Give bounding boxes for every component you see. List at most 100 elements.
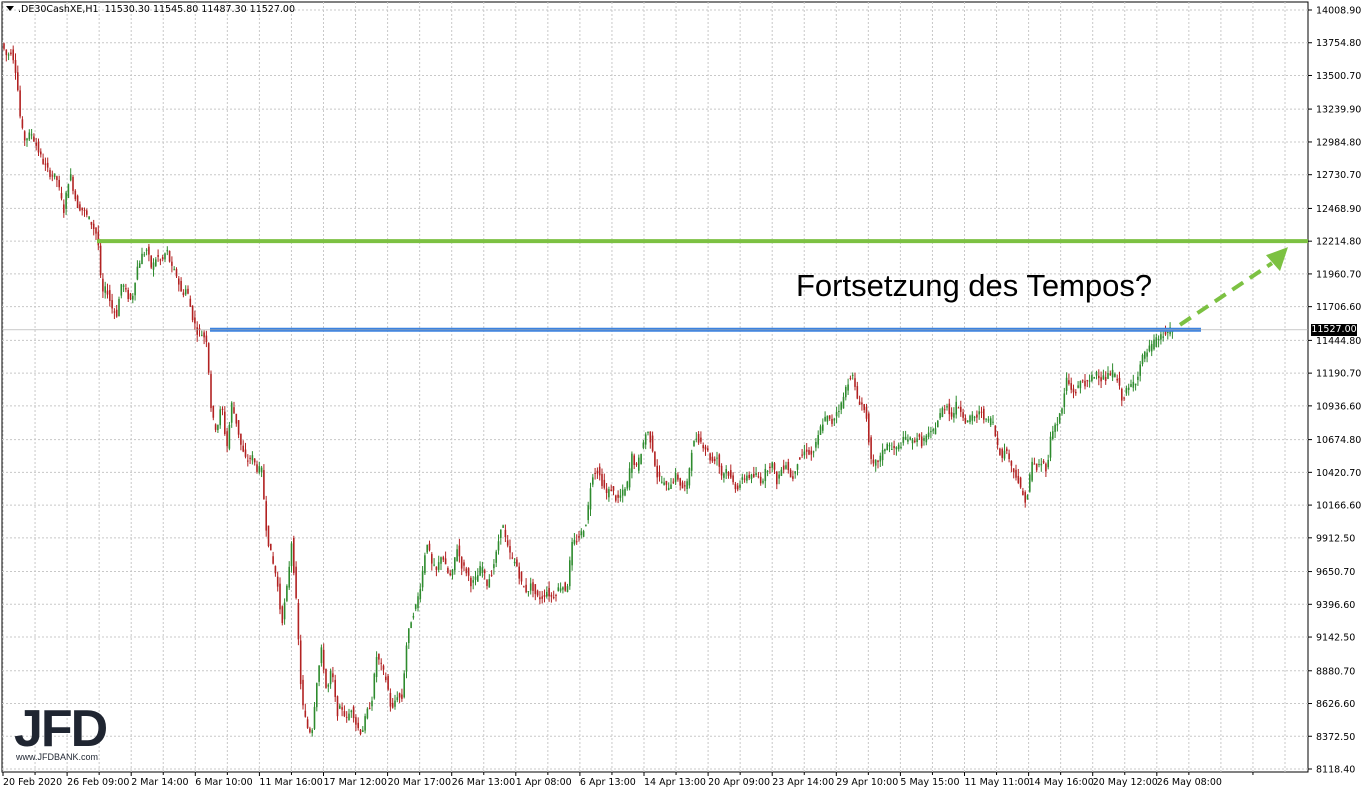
- candle-body: [106, 290, 109, 295]
- candle: [555, 593, 557, 602]
- candle: [1118, 371, 1121, 390]
- candle: [697, 431, 700, 445]
- candle: [1121, 387, 1123, 407]
- candle: [989, 416, 992, 428]
- candle: [628, 462, 631, 491]
- candle: [932, 427, 934, 434]
- candle-body: [63, 204, 65, 213]
- candle-body: [1008, 453, 1010, 460]
- candle-body: [819, 426, 822, 435]
- candle-body: [644, 434, 647, 445]
- candle-body: [1063, 393, 1066, 408]
- candle-body: [741, 477, 744, 480]
- candle-body: [789, 469, 792, 478]
- symbol-header[interactable]: .DE30CashXE,H1 11530.30 11545.80 11487.3…: [6, 4, 295, 15]
- candle: [196, 321, 198, 342]
- candle-body: [164, 253, 166, 260]
- candle: [557, 583, 560, 592]
- candle-body: [697, 434, 700, 443]
- candle: [267, 525, 270, 548]
- candle-body: [709, 453, 711, 461]
- candle-body: [578, 535, 580, 538]
- candle: [1134, 383, 1137, 391]
- candle-body: [359, 729, 362, 735]
- candle-body: [40, 151, 42, 155]
- candle-body: [1107, 373, 1109, 379]
- candle-body: [479, 566, 481, 576]
- candle: [435, 566, 438, 577]
- candle-body: [247, 460, 249, 462]
- candle-body: [205, 335, 208, 343]
- candle: [743, 474, 746, 483]
- candle-body: [184, 289, 187, 295]
- candle: [847, 378, 849, 395]
- candle-body: [136, 266, 139, 280]
- candle: [260, 465, 263, 478]
- candle-body: [178, 278, 180, 285]
- candle-body: [992, 421, 994, 423]
- candle-body: [355, 717, 357, 725]
- candle-body: [764, 468, 767, 482]
- candle: [1042, 459, 1045, 465]
- candle-body: [693, 440, 695, 447]
- candle: [644, 432, 647, 450]
- candle-body: [1033, 463, 1036, 465]
- candle: [297, 599, 300, 646]
- candle-body: [718, 454, 721, 467]
- candle-body: [587, 505, 589, 521]
- candle-body: [1006, 448, 1008, 452]
- candle: [437, 555, 440, 573]
- candle-body: [1068, 380, 1070, 384]
- candle-body: [1102, 375, 1105, 380]
- candle-body: [210, 374, 212, 409]
- candle: [150, 255, 152, 270]
- candle: [272, 551, 274, 565]
- candle-body: [322, 649, 325, 670]
- candle: [143, 251, 146, 257]
- y-tick-label: 12984.80: [1316, 137, 1361, 148]
- candle: [419, 583, 422, 603]
- candle-body: [113, 311, 116, 313]
- candle-body: [964, 417, 967, 423]
- candle-body: [759, 476, 762, 484]
- dropdown-triangle-icon[interactable]: [6, 6, 14, 11]
- candle-body: [661, 481, 663, 483]
- candle: [53, 173, 56, 180]
- candle: [863, 403, 865, 413]
- candle-body: [502, 525, 504, 528]
- candle: [854, 372, 856, 391]
- candle-body: [589, 488, 592, 510]
- candle-body: [173, 269, 175, 271]
- candle: [251, 451, 254, 465]
- candle-body: [833, 418, 836, 421]
- candle: [412, 612, 415, 620]
- candle-body: [442, 557, 445, 560]
- candle: [95, 226, 97, 240]
- y-tick-label: 10166.60: [1316, 501, 1361, 512]
- candle: [534, 584, 537, 601]
- candle-body: [378, 654, 380, 660]
- candle-body: [76, 195, 79, 209]
- candle: [870, 435, 872, 465]
- candle-body: [610, 489, 612, 492]
- candle: [348, 708, 350, 721]
- candle-body: [635, 463, 638, 465]
- candle-body: [539, 597, 541, 600]
- candle-body: [290, 543, 293, 567]
- candle: [615, 494, 617, 503]
- y-tick-label: 11960.70: [1316, 269, 1361, 280]
- candle: [674, 468, 677, 485]
- candle: [1130, 379, 1132, 388]
- candle-body: [900, 447, 902, 449]
- candle-body: [49, 169, 51, 177]
- candle-body: [799, 457, 801, 460]
- candle-body: [410, 622, 412, 629]
- candle-body: [336, 696, 339, 717]
- y-tick-label: 9912.50: [1316, 533, 1355, 544]
- candle: [1003, 443, 1006, 461]
- candle: [493, 559, 495, 575]
- candle-body: [626, 481, 629, 489]
- candle: [318, 665, 320, 687]
- candle-body: [732, 475, 734, 483]
- candle-body: [240, 433, 242, 445]
